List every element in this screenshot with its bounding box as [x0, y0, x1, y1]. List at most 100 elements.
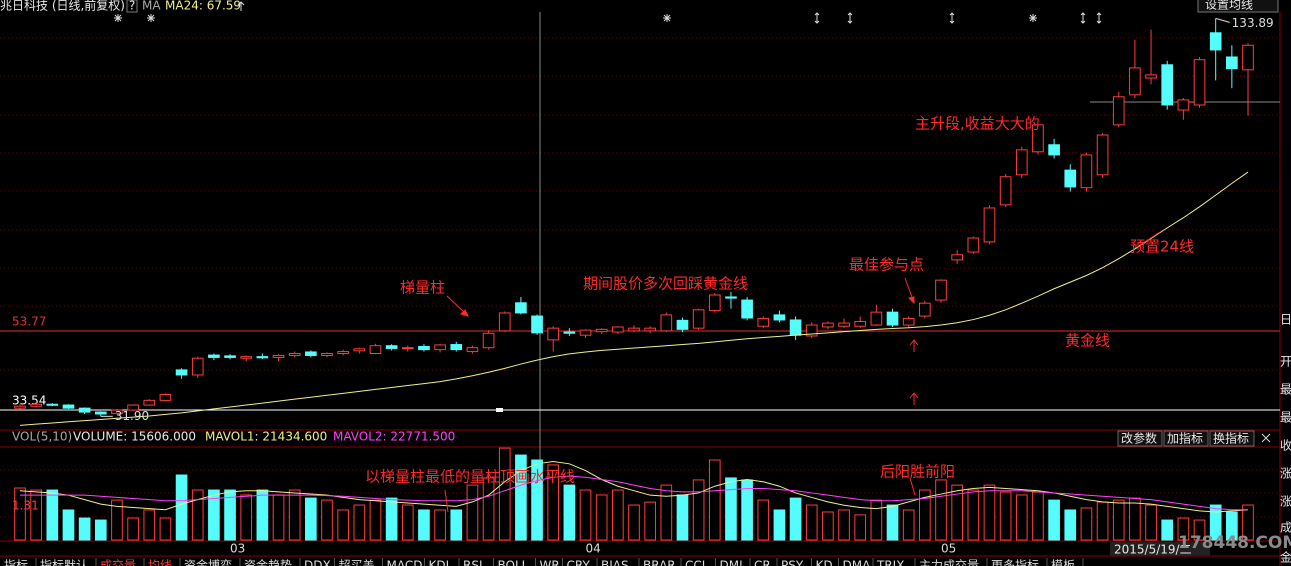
tab[interactable]: BOLL	[498, 559, 529, 566]
tab[interactable]: WR	[540, 559, 560, 566]
vol-button[interactable]: 改参数	[1121, 431, 1157, 446]
tab[interactable]: 资金趋势	[244, 558, 292, 566]
button[interactable]	[1197, 0, 1279, 13]
high-leader	[1215, 17, 1230, 23]
candle-body	[401, 347, 414, 350]
candle-body	[1015, 149, 1028, 176]
candle-body	[757, 317, 770, 327]
tab[interactable]: PSY	[781, 559, 804, 566]
tab[interactable]: TRIX	[876, 559, 904, 566]
tab[interactable]: CCI	[685, 559, 705, 566]
volume-bar	[127, 517, 139, 541]
side-label: 涨	[1280, 466, 1291, 481]
candle-body	[805, 324, 818, 337]
tab[interactable]: DMI	[720, 559, 743, 566]
tab[interactable]: KDJ	[429, 559, 450, 566]
tab[interactable]: CRY	[567, 559, 591, 566]
volume-bar	[595, 494, 608, 541]
mavol1-value: MAVOL1: 21434.600	[205, 430, 327, 444]
button-box[interactable]	[1117, 430, 1163, 447]
volume-bar	[886, 504, 899, 541]
tab[interactable]: CR	[754, 559, 771, 566]
tab[interactable]: RSI	[463, 559, 483, 566]
vol-button[interactable]: 换指标	[1213, 431, 1249, 446]
tab[interactable]: 主力成交量	[919, 558, 979, 566]
tab[interactable]: MACD	[387, 559, 423, 566]
tab[interactable]: 资金博弈	[184, 558, 232, 566]
grid	[0, 37, 1280, 518]
volume-bar	[14, 487, 26, 541]
candle-body	[224, 355, 236, 358]
volume-bar	[482, 477, 495, 541]
help-box[interactable]	[126, 0, 138, 13]
volume-bar	[967, 489, 980, 541]
annotation-arrows	[444, 231, 1161, 513]
annotation: 后阳胜前阳	[880, 463, 955, 481]
ma24-line	[19, 171, 1249, 426]
volume-bar	[547, 464, 560, 541]
tab[interactable]: BRAR	[643, 559, 676, 566]
volume-bar	[1048, 499, 1060, 541]
x-tick-label: 04	[586, 542, 601, 556]
candle-body	[127, 404, 139, 411]
candle-body	[1209, 32, 1222, 51]
candle-body	[466, 347, 479, 353]
volume-bar	[385, 497, 398, 541]
tab[interactable]: 指标默认	[40, 558, 88, 566]
annotation: 期间股价多次回踩黄金线	[583, 275, 748, 293]
vol-button[interactable]: 加指标	[1167, 431, 1203, 446]
side-label: 最	[1280, 411, 1291, 425]
candle-body	[1129, 67, 1141, 96]
candle-body	[822, 322, 834, 328]
tab[interactable]: 模板	[1051, 559, 1075, 566]
volume-bar	[1177, 517, 1190, 541]
volume-bar	[1145, 504, 1157, 541]
tab[interactable]: DDX	[304, 559, 331, 566]
volume-bar	[563, 484, 576, 541]
tab[interactable]: 超买盖	[339, 558, 375, 566]
volume-bar	[401, 504, 414, 541]
tab[interactable]: BIAS	[601, 559, 629, 566]
candle-body	[14, 405, 26, 409]
candle-body	[208, 354, 220, 358]
volume-bar	[660, 484, 673, 541]
side-label: 涨	[1280, 494, 1291, 509]
button-box[interactable]	[1209, 430, 1255, 447]
candle-body	[94, 411, 107, 415]
side-label: 日	[1280, 313, 1291, 327]
candle-body	[111, 409, 123, 415]
candle-body	[1080, 154, 1093, 189]
vol-scale: 1.31	[12, 499, 39, 513]
tab[interactable]: 均线	[148, 559, 172, 566]
help[interactable]: ?	[129, 0, 135, 13]
candle-body	[919, 302, 931, 317]
button-box[interactable]	[1163, 430, 1209, 447]
volume-bar	[612, 489, 624, 541]
side-label: 成	[1280, 521, 1291, 535]
volume-bar	[822, 511, 834, 541]
candle-body	[1096, 134, 1109, 176]
candle-body	[515, 302, 527, 314]
tab[interactable]: 更多指标	[991, 558, 1039, 566]
tab[interactable]: DMA	[843, 559, 872, 566]
tab[interactable]: 指标	[4, 558, 28, 566]
candle-body	[789, 319, 802, 336]
tab[interactable]: 成交量	[100, 558, 136, 566]
volume-bar	[466, 484, 479, 541]
tab[interactable]: KD	[816, 559, 833, 566]
candle-body	[191, 357, 204, 376]
volume-bar	[1129, 497, 1141, 541]
side-label: 开	[1280, 355, 1291, 369]
close-icon[interactable]	[1261, 433, 1271, 443]
candle-body	[159, 393, 172, 401]
candle-body	[498, 312, 511, 332]
candle-body	[951, 254, 963, 261]
set-ma-button[interactable]: 设置均线	[1205, 0, 1253, 12]
volume-bar	[62, 509, 75, 541]
volume-bar	[951, 484, 963, 541]
candle-body	[1193, 59, 1206, 106]
volume-bar	[175, 474, 188, 541]
volume-bar	[1064, 509, 1077, 541]
candle-body	[434, 344, 446, 351]
volume-bar	[1096, 501, 1109, 541]
